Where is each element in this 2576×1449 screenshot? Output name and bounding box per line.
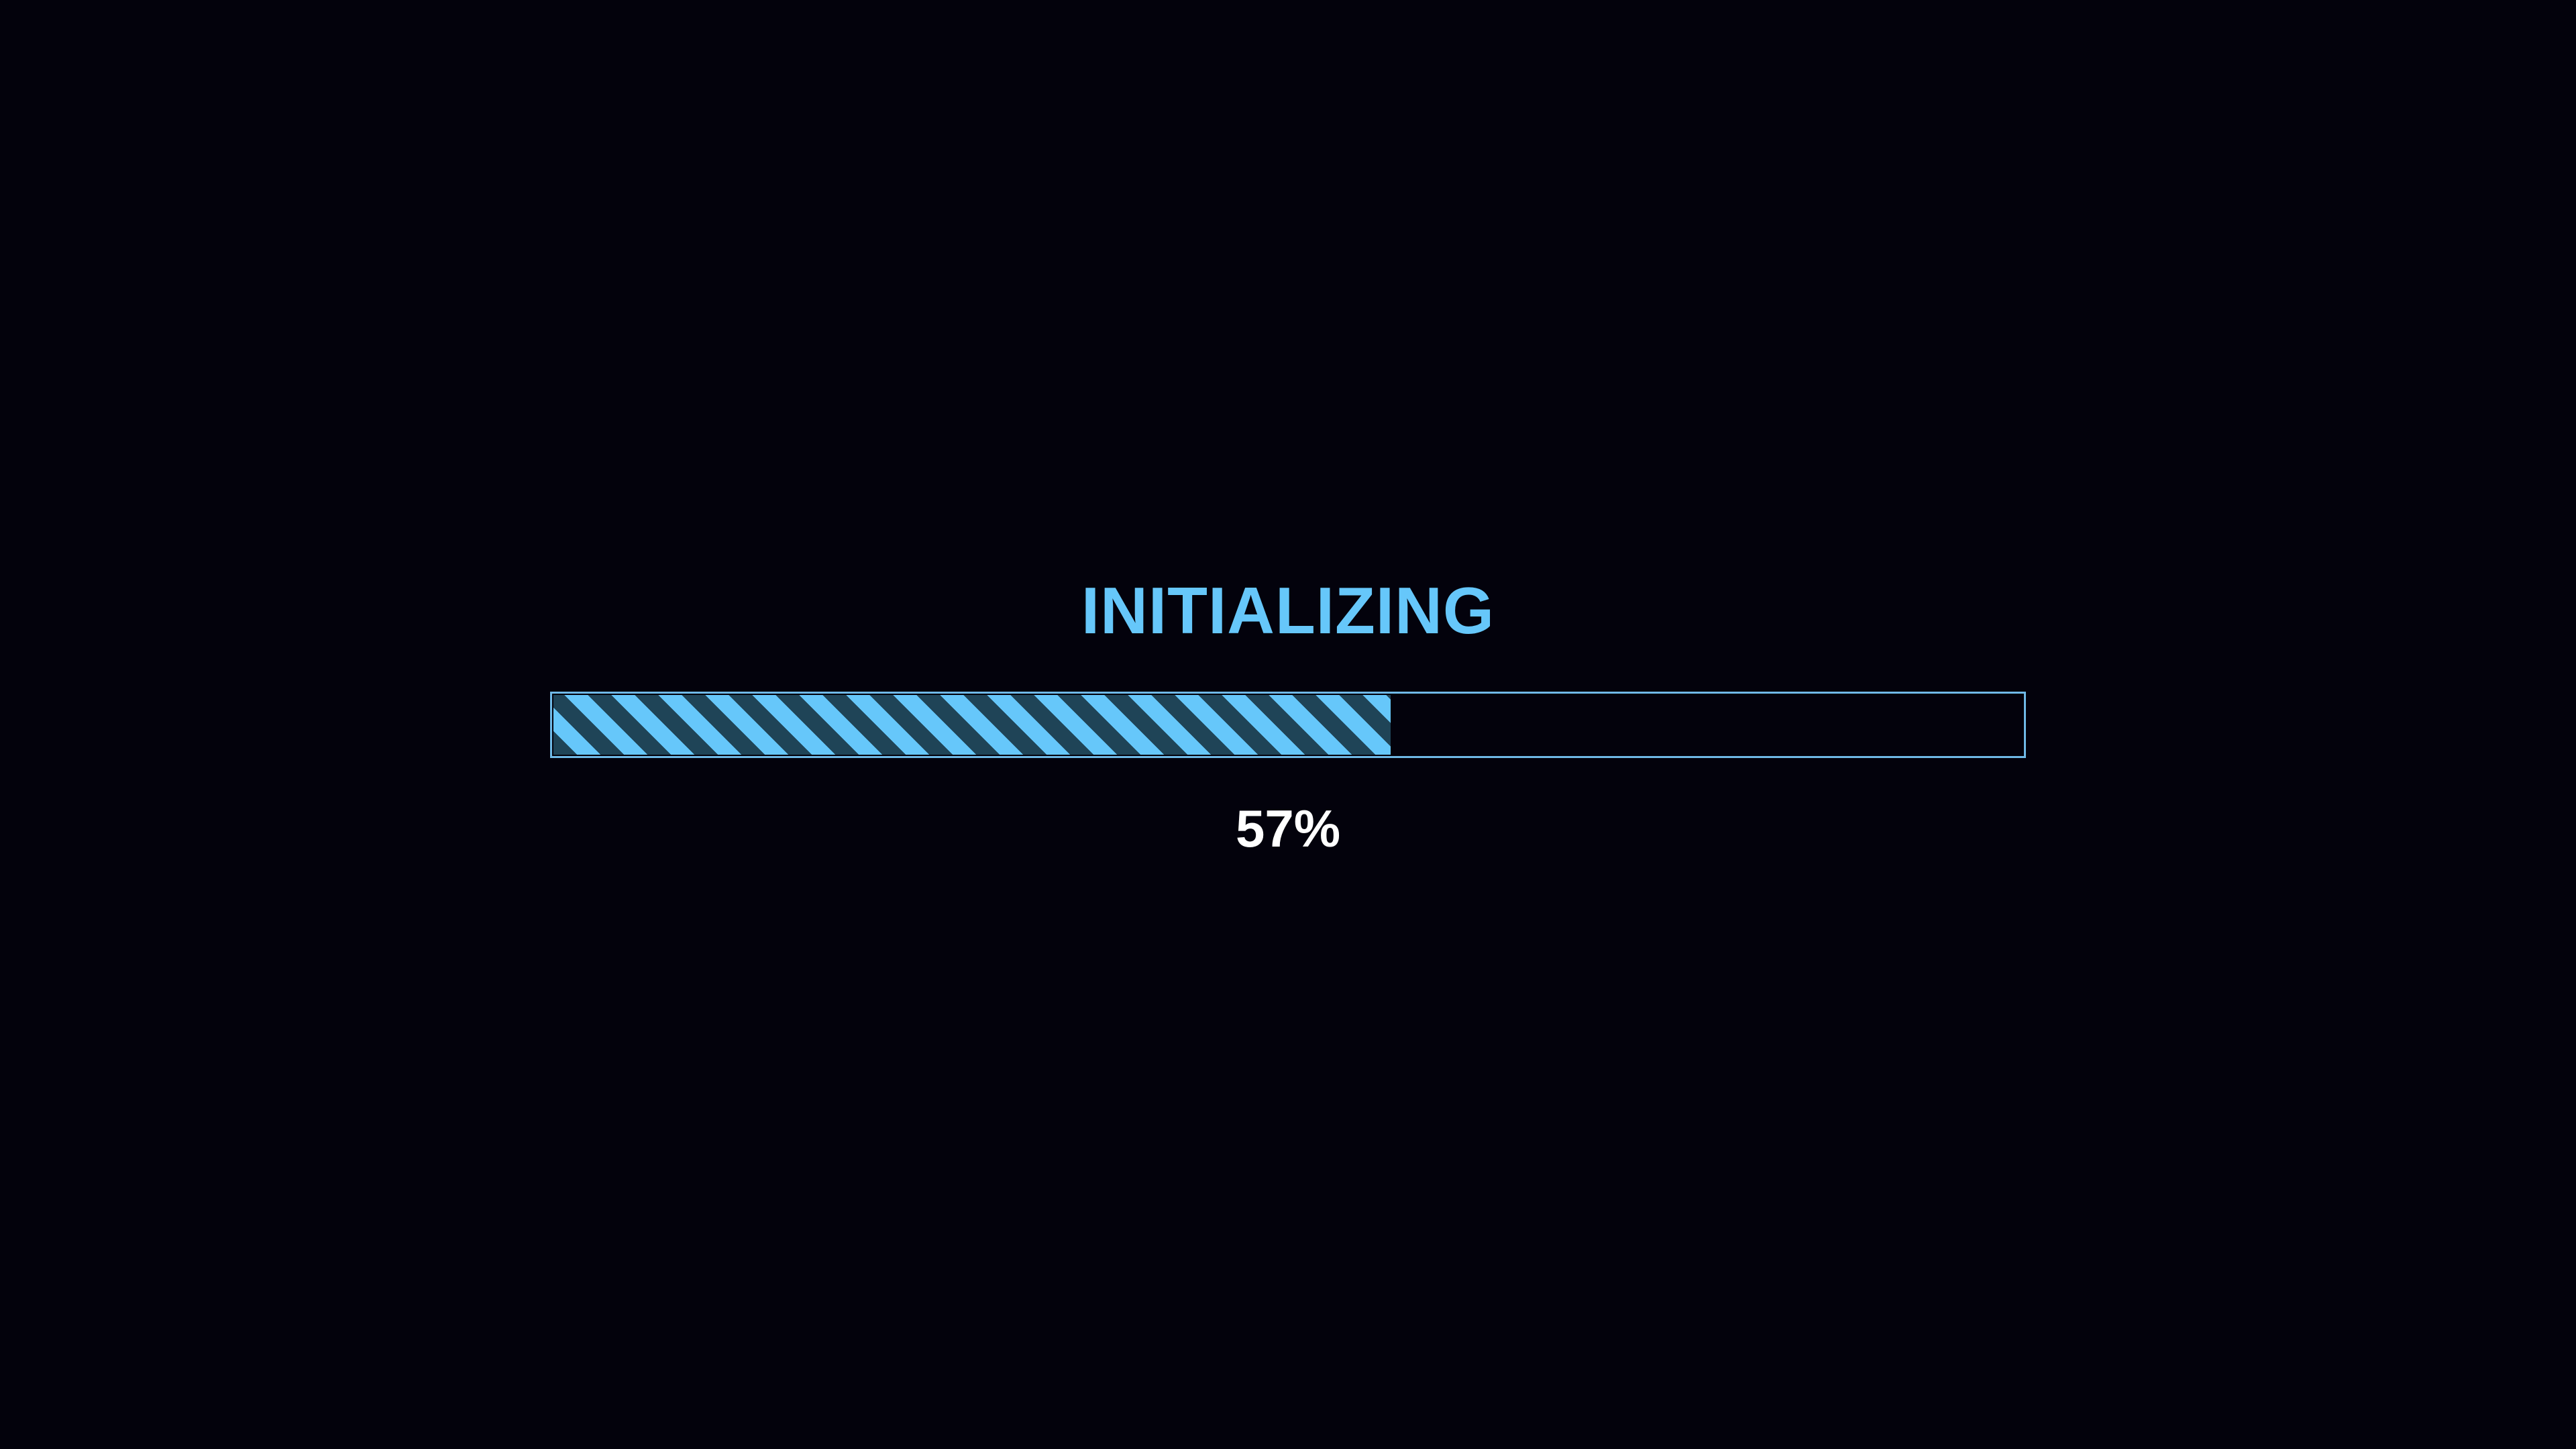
progress-track xyxy=(553,695,2023,755)
progress-percent: 57% xyxy=(1235,799,1341,858)
loading-title: INITIALIZING xyxy=(1081,574,1495,647)
progress-fill xyxy=(553,695,1391,755)
progress-bar xyxy=(550,692,2026,758)
